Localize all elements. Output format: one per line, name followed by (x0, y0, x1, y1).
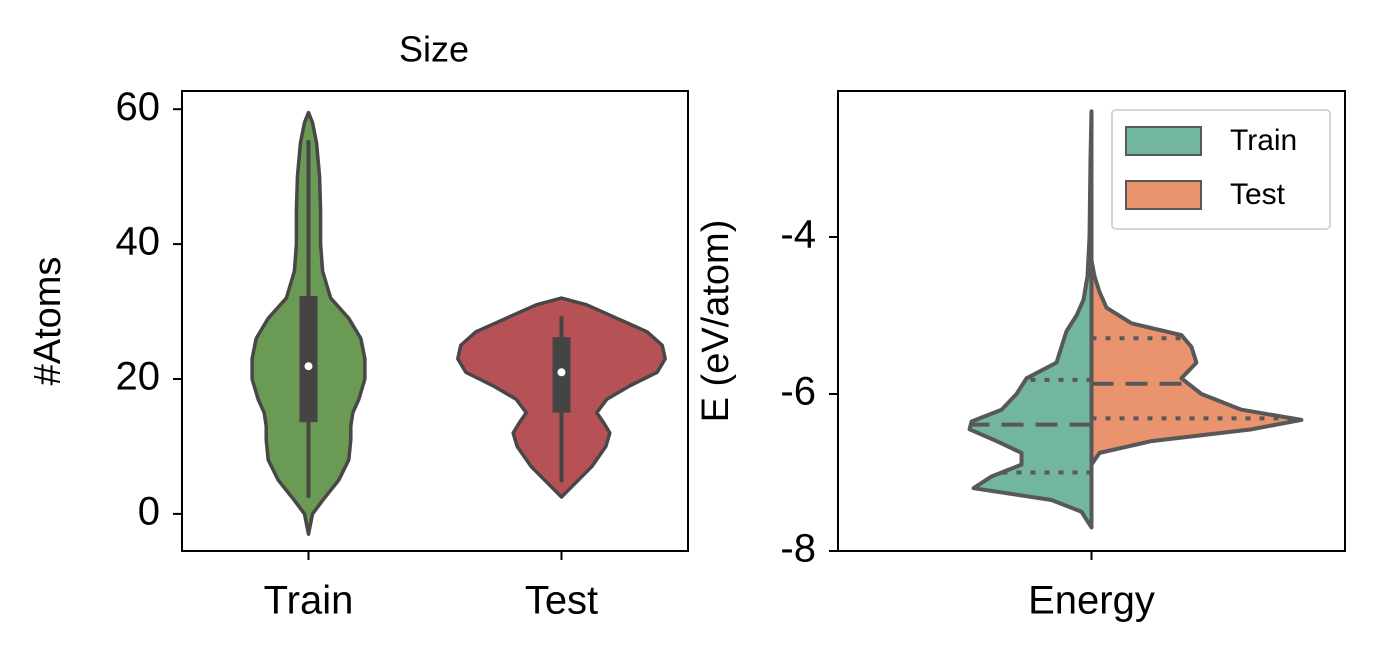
plot-frame (837, 90, 1346, 552)
y-tick-label: 0 (138, 489, 160, 533)
chart-title: Size (399, 29, 469, 70)
y-tick-label: -4 (780, 213, 816, 257)
y-tick-label: -8 (780, 527, 816, 571)
median (557, 368, 566, 377)
median (304, 362, 313, 371)
y-tick-label: 20 (116, 355, 161, 399)
y-axis-label: E (eV/atom) (695, 220, 737, 423)
y-tick-label: 40 (116, 220, 161, 264)
legend-label: Test (1230, 178, 1286, 211)
y-tick-label: -6 (780, 370, 816, 414)
x-tick-label: Energy (1028, 579, 1155, 623)
box (299, 296, 318, 423)
x-tick-label: Test (525, 579, 598, 623)
violin-half (1089, 258, 1304, 467)
y-tick-label: 60 (116, 85, 161, 129)
legend-swatch (1125, 126, 1202, 156)
legend-label: Train (1230, 124, 1297, 157)
y-axis-label: #Atoms (27, 257, 69, 386)
legend-swatch (1125, 180, 1202, 210)
violin-half (967, 109, 1094, 530)
plot-frame (181, 90, 689, 552)
x-tick-label: Train (264, 579, 354, 623)
